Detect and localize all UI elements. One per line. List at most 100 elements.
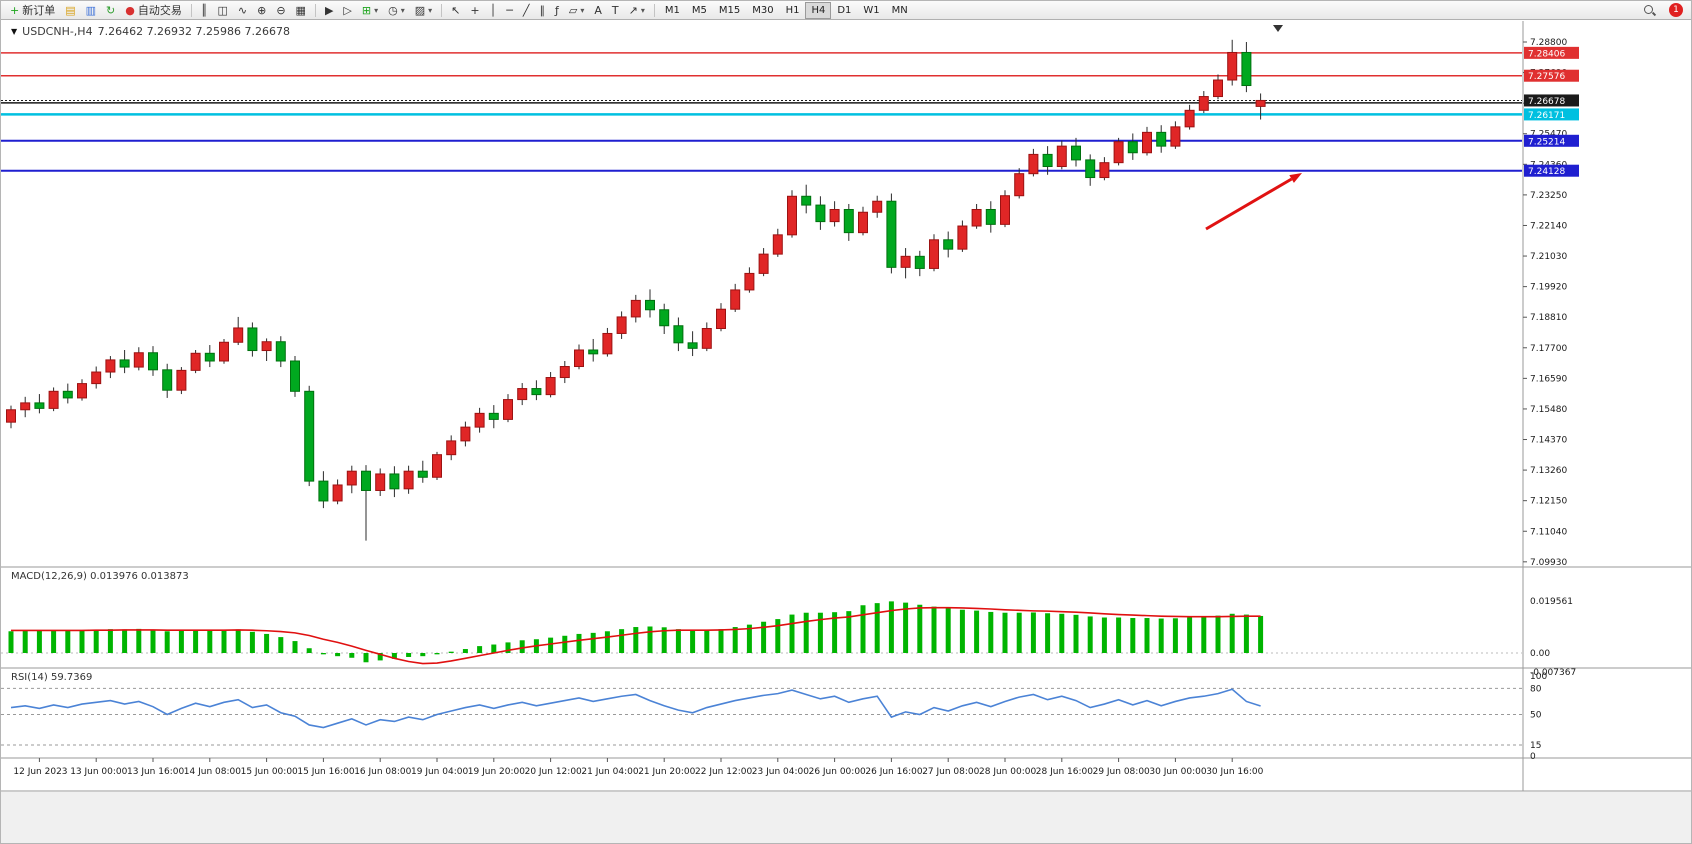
candle <box>787 195 797 236</box>
search-button[interactable] <box>1638 2 1661 19</box>
candle <box>943 239 954 250</box>
timeframe-d1[interactable]: D1 <box>831 2 857 19</box>
timeframe-w1[interactable]: W1 <box>857 2 885 19</box>
candle <box>1184 109 1195 128</box>
candle <box>559 366 570 379</box>
market-watch-button[interactable]: ▥ <box>81 2 101 19</box>
zoom-out-button[interactable]: ⊖ <box>271 2 290 19</box>
time-label: 16 Jun 08:00 <box>354 767 411 777</box>
toolbar-separator <box>190 3 192 17</box>
chevron-down-icon: ▾ <box>580 5 585 15</box>
candle <box>645 299 655 311</box>
rsi-axis-label: 100 <box>1530 672 1547 682</box>
candle <box>531 388 542 396</box>
time-label: 27 Jun 08:00 <box>922 767 979 777</box>
annotation-arrow[interactable] <box>1205 177 1293 231</box>
chart-shift-button[interactable]: ▷ <box>338 2 356 19</box>
candle <box>176 369 187 391</box>
candle <box>758 253 769 274</box>
candle <box>1213 79 1223 98</box>
vertical-line-button[interactable]: │ <box>485 2 502 19</box>
text-label-button[interactable]: T <box>607 2 624 19</box>
notification-badge[interactable]: 1 <box>1669 3 1683 17</box>
macd-axis-label: -0.007367 <box>1530 668 1576 678</box>
autotrading-button[interactable]: ● 自动交易 <box>120 2 187 19</box>
annotation-arrow-head[interactable] <box>1289 173 1302 183</box>
candle <box>91 371 102 385</box>
candle <box>616 316 627 334</box>
refresh-button[interactable]: ↻ <box>101 2 120 19</box>
candle <box>886 200 897 268</box>
timeframe-m15[interactable]: M15 <box>713 2 746 19</box>
line-chart-button[interactable]: ∿ <box>233 2 252 19</box>
candle <box>1198 96 1209 111</box>
horizontal-line-button[interactable]: ─ <box>501 2 518 19</box>
candle <box>503 399 513 420</box>
chevron-down-icon: ▾ <box>428 5 433 15</box>
trendline-button[interactable]: ╱ <box>518 2 535 19</box>
candle <box>247 327 258 352</box>
macd-axis-label: 0.019561 <box>1530 597 1573 607</box>
timeframe-m30[interactable]: M30 <box>746 2 779 19</box>
periods-button[interactable]: ◷ ▾ <box>383 2 410 19</box>
shapes-button[interactable]: ▱ ▾ <box>564 2 589 19</box>
text-button[interactable]: A <box>589 2 607 19</box>
candle <box>957 225 968 250</box>
candle <box>744 272 755 291</box>
timeframe-mn[interactable]: MN <box>886 2 914 19</box>
timeframe-m5[interactable]: M5 <box>686 2 713 19</box>
chart-window-button[interactable]: ▤ <box>60 2 80 19</box>
tile-windows-button[interactable]: ▦ <box>291 2 311 19</box>
time-label: 19 Jun 04:00 <box>411 767 468 777</box>
crosshair-button[interactable]: + <box>465 2 484 19</box>
candle <box>190 352 201 371</box>
templates-button[interactable]: ▨ ▾ <box>410 2 437 19</box>
candle <box>62 390 73 399</box>
candle <box>1000 195 1010 225</box>
price-badge <box>1524 94 1579 107</box>
vertical-line-icon: │ <box>489 3 497 17</box>
time-label: 13 Jun 16:00 <box>127 767 184 777</box>
arrows-button[interactable]: ↗ ▾ <box>624 2 650 19</box>
auto-scroll-button[interactable]: ▶ <box>320 2 338 19</box>
chart-shift-marker[interactable] <box>1273 25 1283 32</box>
candle <box>929 239 939 269</box>
price-tick-label: 7.15480 <box>1530 405 1567 415</box>
toolbar-groups: + 新订单 ▤ ▥ ↻ ● 自动交易 ║ ◫ ∿ ⊕ ⊖ ▦ ▶ ▷ ⊞ ▾ ◷ ▾ ▨ ▾ ↖ + │ ─ ╱ ∥ ƒ ▱ ▾ A T ↗ ▾ M… <box>5 1 914 19</box>
timeframe-h1[interactable]: H1 <box>780 2 806 19</box>
price-tick-label: 7.16590 <box>1530 374 1567 384</box>
candle <box>588 349 599 355</box>
timeframe-m1[interactable]: M1 <box>659 2 686 19</box>
symbol-collapse-icon[interactable]: ▼ <box>11 27 18 36</box>
macd-label: MACD(12,26,9) 0.013976 0.013873 <box>11 571 189 582</box>
price-tick-label: 7.23250 <box>1530 191 1567 201</box>
channel-button[interactable]: ∥ <box>534 2 550 19</box>
zoom-in-button[interactable]: ⊕ <box>252 2 271 19</box>
new-order-button[interactable]: + 新订单 <box>5 2 60 19</box>
price-badge-label: 7.28406 <box>1528 49 1565 59</box>
search-icon <box>1643 4 1656 17</box>
bar-chart-button[interactable]: ║ <box>196 2 213 19</box>
candle <box>985 208 996 225</box>
chevron-down-icon: ▾ <box>374 5 379 15</box>
candle <box>1085 159 1096 179</box>
time-label: 22 Jun 12:00 <box>695 767 752 777</box>
candle <box>162 369 173 391</box>
candlestick-chart-button[interactable]: ◫ <box>212 2 232 19</box>
price-tick-label: 7.28800 <box>1530 38 1567 48</box>
arrows-icon: ↗ <box>628 3 638 17</box>
timeframe-h4[interactable]: H4 <box>805 1 832 19</box>
chart-window-icon: ▤ <box>65 3 76 17</box>
line-chart-icon: ∿ <box>237 3 248 17</box>
time-label: 21 Jun 04:00 <box>581 767 638 777</box>
fibonacci-button[interactable]: ƒ <box>550 2 564 19</box>
candle <box>815 204 826 223</box>
indicators-button[interactable]: ⊞ ▾ <box>357 2 383 19</box>
candle <box>446 440 457 456</box>
cursor-button[interactable]: ↖ <box>446 2 465 19</box>
candle <box>914 255 925 269</box>
candle <box>1014 173 1025 197</box>
time-label: 28 Jun 16:00 <box>1036 767 1093 777</box>
